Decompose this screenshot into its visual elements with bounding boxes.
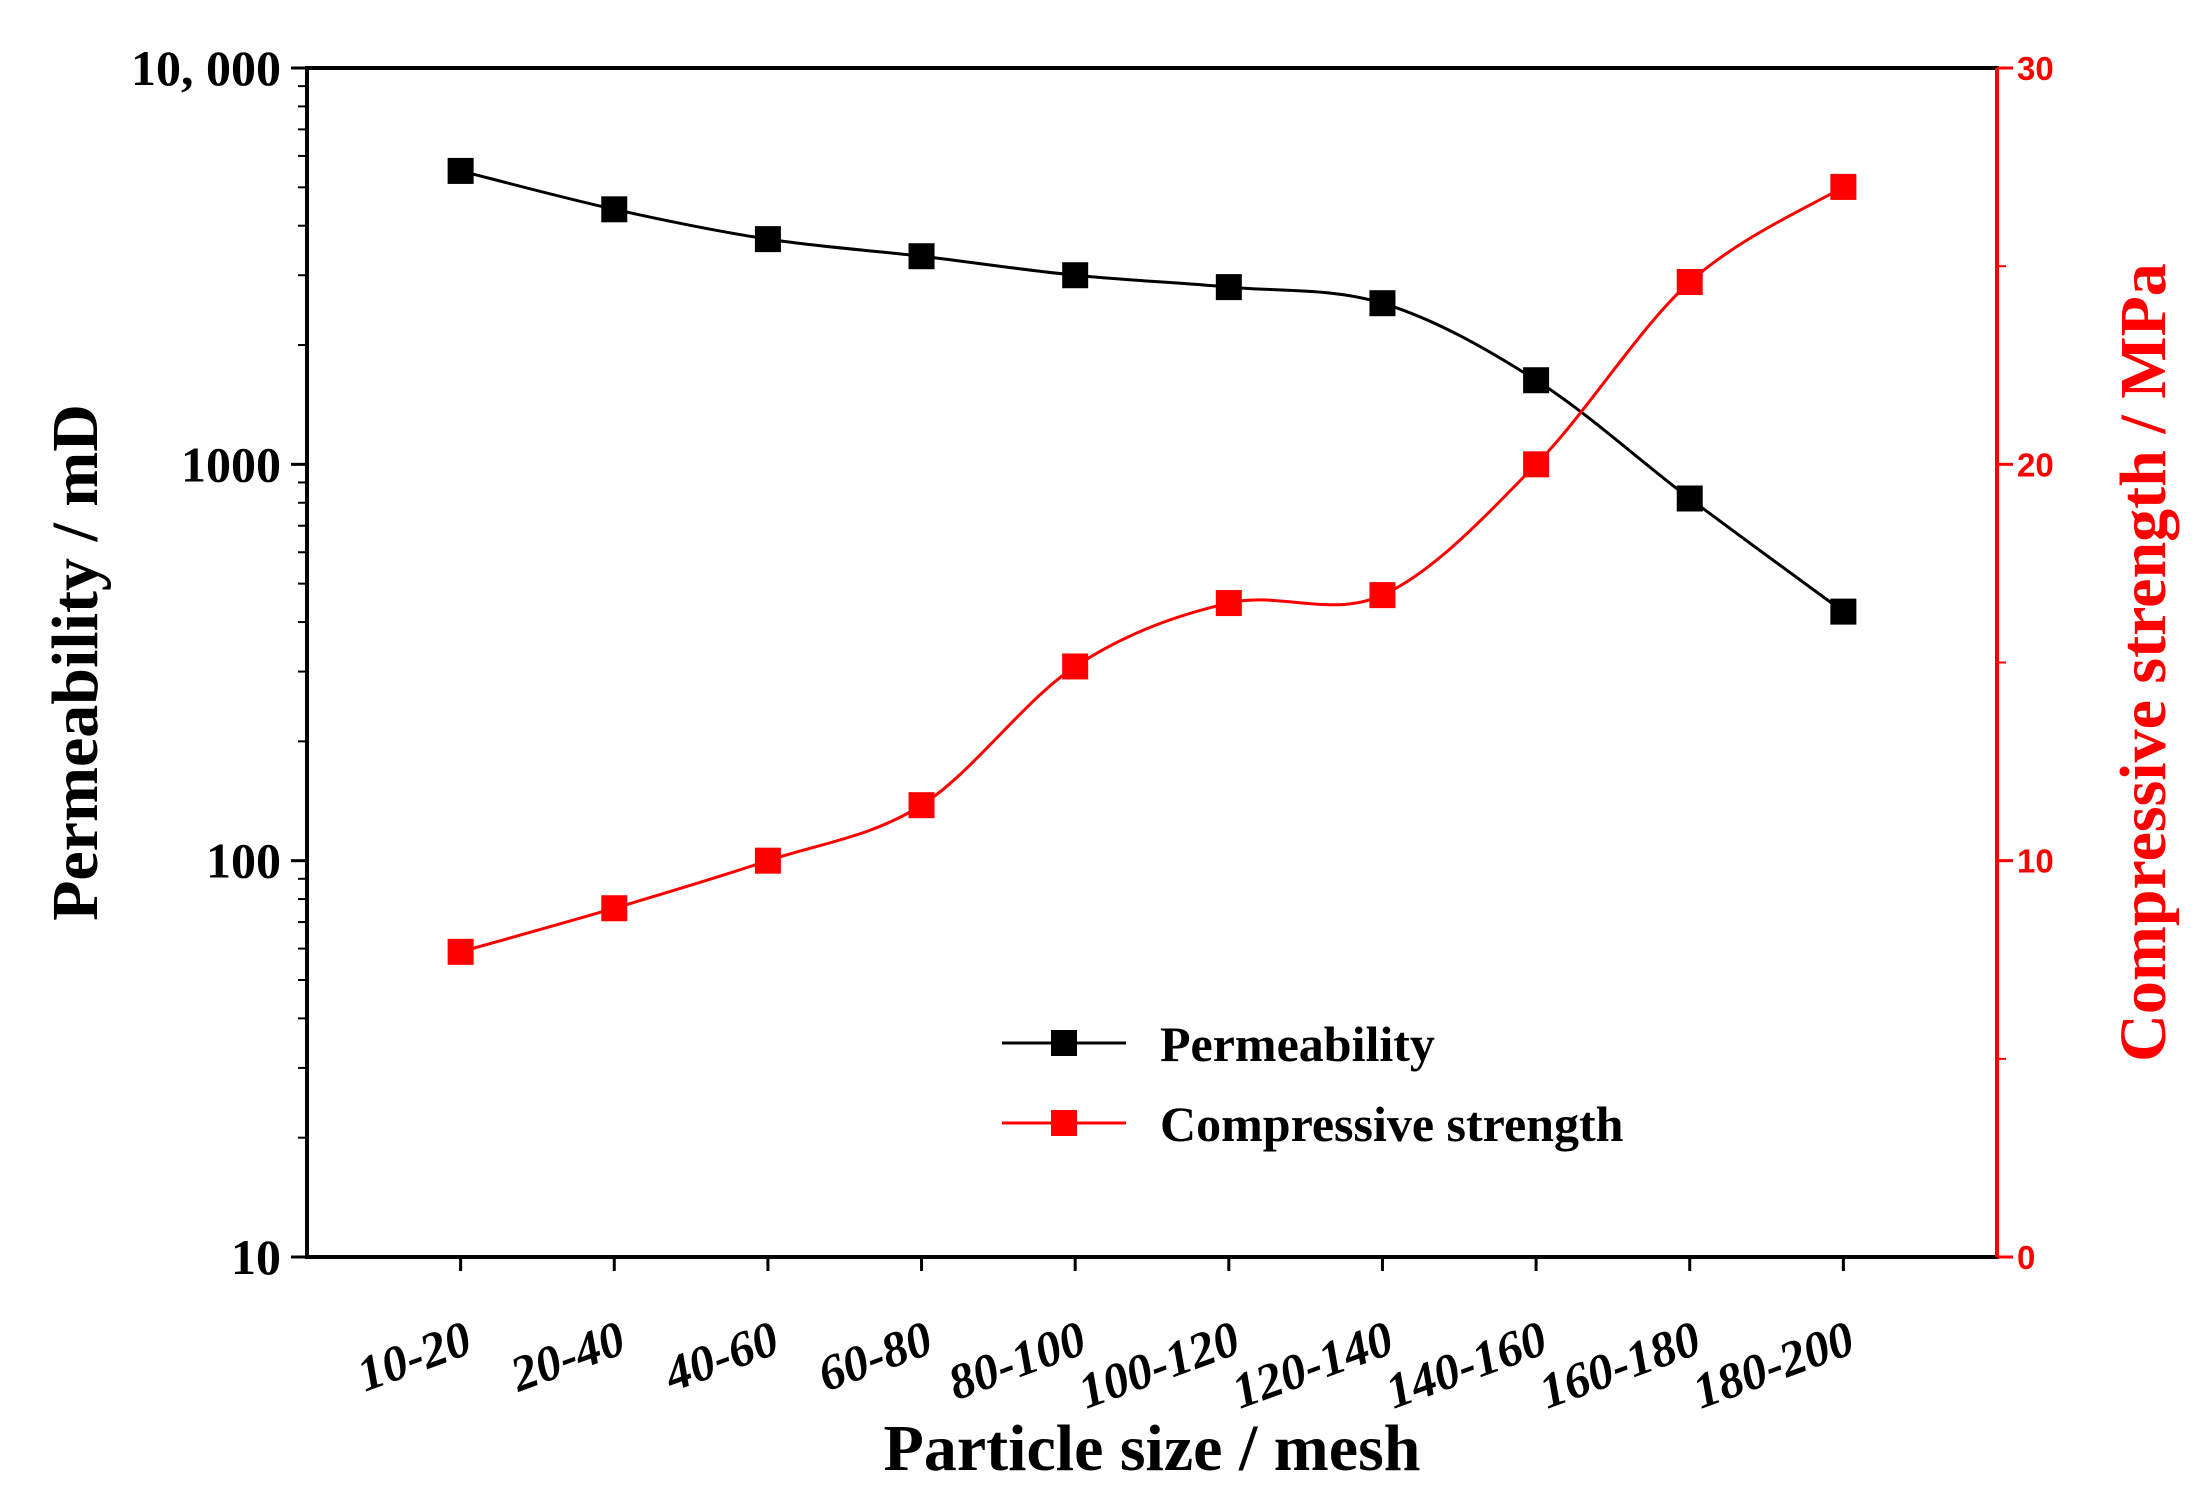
- x-axis-tick-label: 160-180: [1532, 1310, 1708, 1420]
- x-axis-tick-label: 140-160: [1378, 1310, 1554, 1420]
- right-axis-tick-label: 0: [2017, 1239, 2035, 1276]
- permeability-point: [1830, 598, 1857, 625]
- compressive-strength-point: [1062, 653, 1089, 680]
- permeability-point: [1062, 262, 1089, 289]
- right-axis-tick-label: 30: [2017, 50, 2054, 87]
- x-axis-tick-label: 40-60: [656, 1310, 786, 1403]
- compressive-strength-point: [1215, 590, 1242, 617]
- compressive-strength-point: [754, 847, 781, 874]
- left-axis-title: Permeability / mD: [39, 404, 112, 921]
- compressive-strength-point: [1369, 582, 1396, 609]
- permeability-point: [601, 196, 628, 223]
- legend-label-permeability: Permeability: [1160, 1016, 1435, 1072]
- x-axis-tick-label: 180-200: [1685, 1310, 1861, 1420]
- compressive-strength-line: [460, 185, 1845, 954]
- x-axis-title: Particle size / mesh: [884, 1412, 1421, 1485]
- right-axis-tick-label: 20: [2017, 446, 2054, 483]
- permeability-point: [1215, 274, 1242, 301]
- compressive-strength-point: [1830, 173, 1857, 200]
- compressive-strength-point: [1523, 451, 1550, 478]
- left-axis-tick-label: 10, 000: [131, 40, 281, 96]
- x-axis-tick-label: 120-140: [1224, 1310, 1400, 1420]
- x-axis-tick-label: 60-80: [811, 1310, 940, 1403]
- x-axis-tick-label: 80-100: [941, 1310, 1093, 1411]
- permeability-line: [460, 169, 1845, 613]
- permeability-point: [1523, 367, 1550, 394]
- permeability-point: [1676, 485, 1703, 512]
- left-axis-tick-label: 100: [206, 833, 281, 889]
- legend-label-compressive-strength: Compressive strength: [1160, 1096, 1624, 1152]
- permeability-point: [754, 226, 781, 253]
- left-axis-tick-label: 1000: [181, 436, 281, 492]
- x-axis-tick-label: 10-20: [350, 1310, 479, 1403]
- x-axis-tick-label: 100-120: [1071, 1310, 1247, 1420]
- compressive-strength-point: [1676, 269, 1703, 296]
- right-axis-tick-label: 10: [2017, 843, 2054, 880]
- compressive-strength-point: [601, 895, 628, 922]
- left-axis-tick-label: 10: [231, 1229, 281, 1285]
- legend-marker-permeability: [1051, 1030, 1077, 1056]
- permeability-point: [1369, 290, 1396, 317]
- legend-marker-compressive-strength: [1051, 1110, 1077, 1136]
- compressive-strength-point: [908, 792, 935, 819]
- permeability-point: [908, 243, 935, 270]
- permeability-point: [447, 157, 474, 184]
- x-axis-tick-label: 20-40: [502, 1310, 632, 1403]
- right-axis-title: Compressive strength / MPa: [2107, 263, 2180, 1062]
- compressive-strength-point: [447, 938, 474, 965]
- plot-frame: [305, 66, 1999, 1259]
